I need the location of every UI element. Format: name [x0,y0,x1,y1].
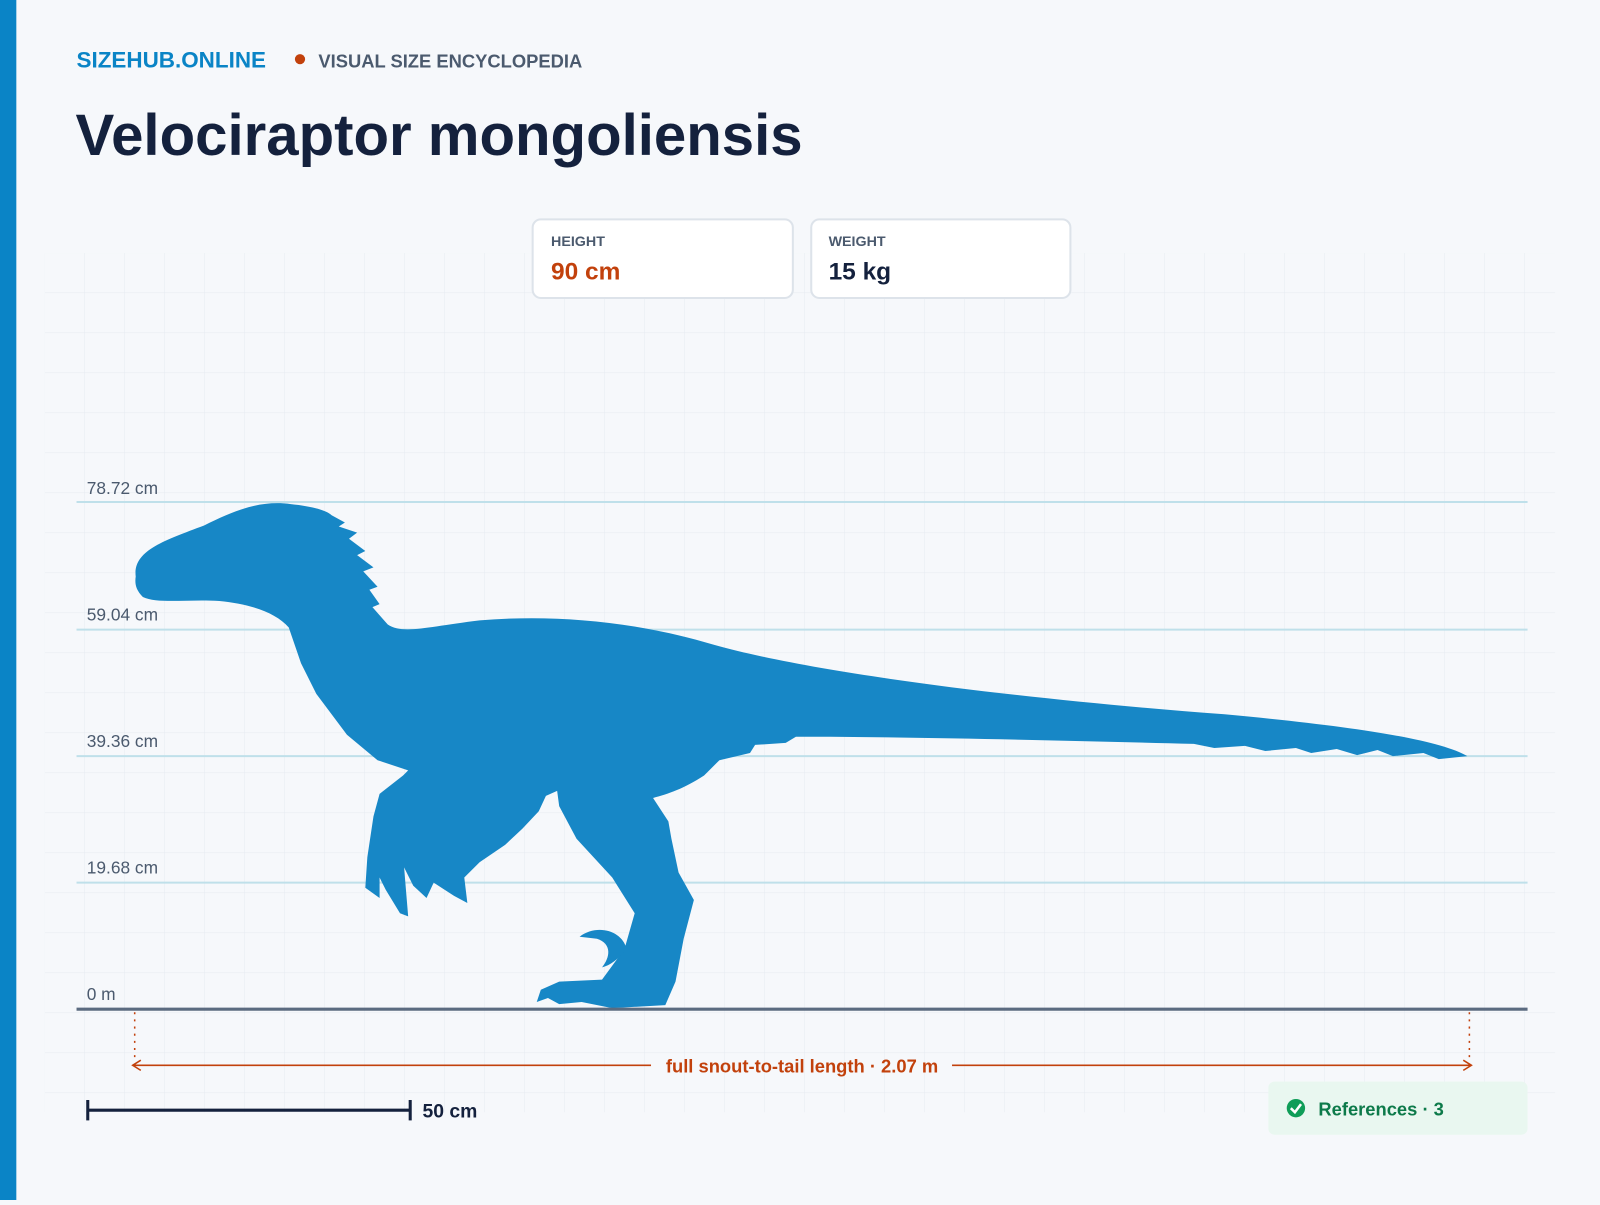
stat-card [810,218,1072,299]
length-indicator [131,1012,1473,1072]
scale-label: 0 m [87,984,116,1004]
stat-label: WEIGHT [829,234,886,250]
stat-card [531,218,794,299]
scale-label: 19.68 cm [87,857,158,877]
scale-label: 39.36 cm [87,731,158,751]
stat-value: 90 cm [551,259,620,286]
stat-label: HEIGHT [551,234,605,250]
dot [294,54,306,65]
scale-label: 78.72 cm [87,478,158,498]
scale-bar [86,1100,412,1121]
stat-value: 15 kg [829,259,892,286]
accent-bar [0,0,17,1200]
scale-label: 59.04 cm [87,604,158,624]
silhouette [135,503,1468,1009]
references-badge[interactable]: References · 3 [1268,1081,1528,1135]
brand[interactable]: SIZEHUB.ONLINE [77,47,267,72]
tagline: VISUAL SIZE ENCYCLOPEDIA [318,50,582,71]
title: Velociraptor mongoliensis [76,103,803,168]
references-label[interactable]: References · 3 [1318,1098,1444,1119]
length-label: full snout-to-tail length · 2.07 m [666,1055,938,1076]
scale-bar-label: 50 cm [422,1100,477,1122]
